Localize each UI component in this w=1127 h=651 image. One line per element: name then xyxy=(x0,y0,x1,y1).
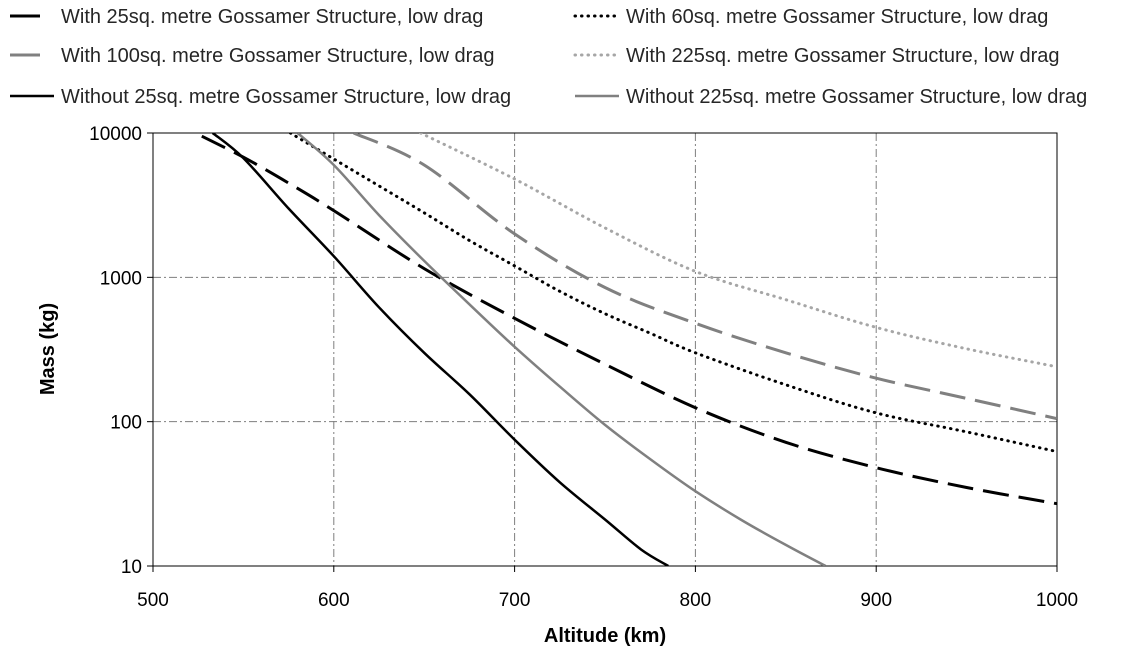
legend-item-1: With 25sq. metre Gossamer Structure, low… xyxy=(10,6,483,28)
x-axis-title: Altitude (km) xyxy=(544,625,666,647)
plot-frame xyxy=(152,132,1058,567)
legend-item-2: With 60sq. metre Gossamer Structure, low… xyxy=(573,6,1048,28)
x-tick-label: 700 xyxy=(499,590,531,611)
legend-label: Without 225sq. metre Gossamer Structure,… xyxy=(626,86,1087,108)
legend-label: Without 25sq. metre Gossamer Structure, … xyxy=(61,86,511,108)
legend: With 25sq. metre Gossamer Structure, low… xyxy=(10,6,1087,108)
gridlines xyxy=(153,133,1057,566)
series-line-4 xyxy=(419,133,1057,369)
x-tick-label: 900 xyxy=(860,590,892,611)
legend-label: With 225sq. metre Gossamer Structure, lo… xyxy=(626,45,1060,67)
series-line-1 xyxy=(201,134,1057,506)
x-tick-label: 1000 xyxy=(1036,590,1078,611)
legend-item-6: Without 225sq. metre Gossamer Structure,… xyxy=(575,86,1087,108)
legend-label: With 25sq. metre Gossamer Structure, low… xyxy=(61,6,483,28)
y-tick-label: 1000 xyxy=(100,268,142,289)
series-line-3 xyxy=(353,133,1057,421)
legend-item-4: With 225sq. metre Gossamer Structure, lo… xyxy=(573,45,1060,67)
series-line-5 xyxy=(211,133,669,566)
legend-label: With 60sq. metre Gossamer Structure, low… xyxy=(626,6,1048,28)
legend-item-5: Without 25sq. metre Gossamer Structure, … xyxy=(10,86,511,108)
data-series xyxy=(201,133,1057,566)
y-axis-title: Mass (kg) xyxy=(37,303,59,395)
x-tick-label: 500 xyxy=(137,590,169,611)
axes xyxy=(147,132,1058,572)
y-tick-label: 100 xyxy=(110,413,142,434)
y-tick-label: 10 xyxy=(121,557,142,578)
x-tick-label: 600 xyxy=(318,590,350,611)
legend-label: With 100sq. metre Gossamer Structure, lo… xyxy=(61,45,495,67)
y-tick-label: 10000 xyxy=(89,124,142,145)
x-tick-label: 800 xyxy=(680,590,712,611)
tick-labels: 500 600 700 800 900 1000 10 100 1000 10000 xyxy=(89,124,1078,611)
series-line-2 xyxy=(288,133,1057,454)
series-line-6 xyxy=(296,133,827,566)
legend-item-3: With 100sq. metre Gossamer Structure, lo… xyxy=(10,45,495,67)
